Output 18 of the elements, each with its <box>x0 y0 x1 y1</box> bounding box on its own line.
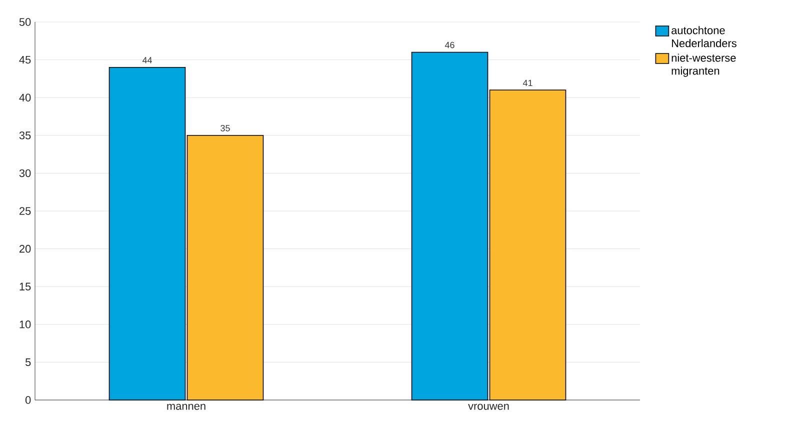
data-label: 46 <box>444 42 454 48</box>
x-tick-label: mannen <box>167 404 206 410</box>
y-tick-label: 20 <box>20 244 31 253</box>
data-label: 35 <box>220 124 230 132</box>
y-tick-label: 50 <box>19 18 31 26</box>
y-tick-label: 45 <box>19 56 31 64</box>
y-tick-label: 40 <box>19 94 31 102</box>
y-tick-label: 30 <box>19 169 31 178</box>
legend-label: niet-westerse migranten <box>672 54 736 77</box>
y-tick-label: 5 <box>25 358 31 366</box>
y-tick-label: 0 <box>25 396 31 404</box>
data-label: 44 <box>142 57 152 64</box>
data-label: 41 <box>522 80 532 86</box>
x-tick-label: vrouwen <box>468 404 509 410</box>
y-tick-label: 15 <box>20 282 31 290</box>
y-tick-label: 10 <box>20 320 31 328</box>
y-tick-label: 25 <box>20 207 31 215</box>
y-tick-label: 35 <box>19 132 31 140</box>
